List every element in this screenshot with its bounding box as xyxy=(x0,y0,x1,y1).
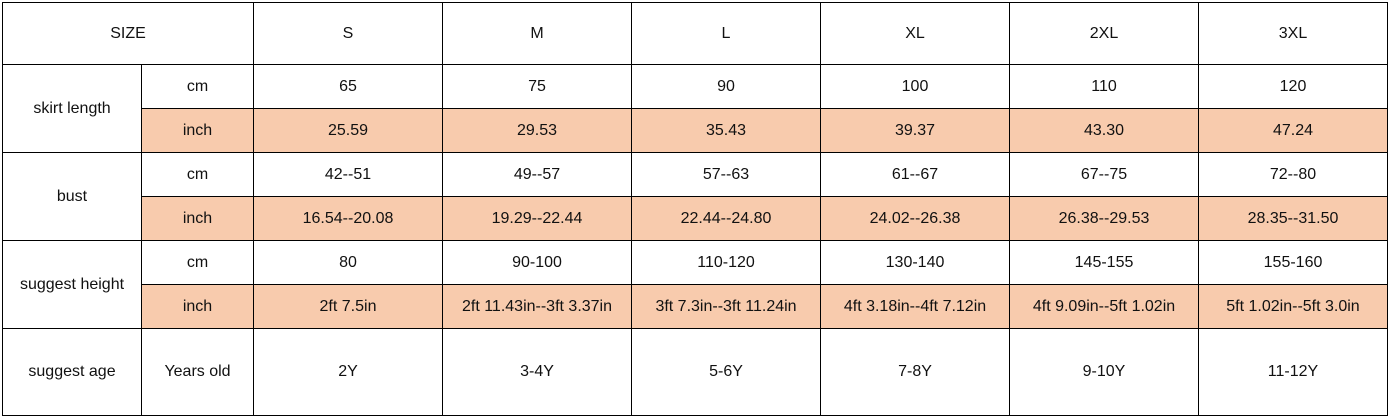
header-row: SIZE S M L XL 2XL 3XL xyxy=(2,2,1388,65)
size-header-cell: S xyxy=(253,2,443,65)
table-cell: 2Y xyxy=(253,328,443,416)
table-cell: 2ft 7.5in xyxy=(253,284,443,329)
table-cell: 11-12Y xyxy=(1198,328,1388,416)
size-header-cell: 2XL xyxy=(1009,2,1199,65)
table-cell: 3ft 7.3in--3ft 11.24in xyxy=(631,284,821,329)
table-cell: 130-140 xyxy=(820,240,1010,285)
table-cell: 155-160 xyxy=(1198,240,1388,285)
table-cell: 43.30 xyxy=(1009,108,1199,153)
table-cell: 110 xyxy=(1009,64,1199,109)
skirt-length-inch-row: inch 25.59 29.53 35.43 39.37 43.30 47.24 xyxy=(3,108,1388,153)
size-header-label: SIZE xyxy=(2,2,254,65)
table-cell: 2ft 11.43in--3ft 3.37in xyxy=(442,284,632,329)
table-cell: 29.53 xyxy=(442,108,632,153)
size-header-cell: M xyxy=(442,2,632,65)
suggest-height-row-label: suggest height xyxy=(2,240,142,329)
table-cell: 39.37 xyxy=(820,108,1010,153)
table-cell: 110-120 xyxy=(631,240,821,285)
table-cell: 65 xyxy=(253,64,443,109)
table-cell: 7-8Y xyxy=(820,328,1010,416)
table-cell: 28.35--31.50 xyxy=(1198,196,1388,241)
table-cell: 57--63 xyxy=(631,152,821,197)
size-header-cell: L xyxy=(631,2,821,65)
table-cell: 26.38--29.53 xyxy=(1009,196,1199,241)
suggest-age-row: suggest age Years old 2Y 3-4Y 5-6Y 7-8Y 9-10Y 1… xyxy=(2,328,1388,416)
table-cell: 90 xyxy=(631,64,821,109)
table-cell: 90-100 xyxy=(442,240,632,285)
unit-label-cm: cm xyxy=(141,64,254,109)
table-cell: 22.44--24.80 xyxy=(631,196,821,241)
bust-row-label: bust xyxy=(2,152,142,241)
unit-label-inch: inch xyxy=(141,284,254,329)
table-cell: 47.24 xyxy=(1198,108,1388,153)
skirt-length-row-label: skirt length xyxy=(2,64,142,153)
table-cell: 75 xyxy=(442,64,632,109)
suggest-height-inch-row: inch 2ft 7.5in 2ft 11.43in--3ft 3.37in 3ft … xyxy=(3,284,1388,329)
table-cell: 145-155 xyxy=(1009,240,1199,285)
table-cell: 5-6Y xyxy=(631,328,821,416)
table-cell: 67--75 xyxy=(1009,152,1199,197)
skirt-length-cm-row: skirt length cm 65 75 90 100 110 120 xyxy=(2,64,1388,153)
bust-inch-row: inch 16.54--20.08 19.29--22.44 22.44--24.80… xyxy=(3,196,1388,241)
table-cell: 61--67 xyxy=(820,152,1010,197)
bust-cm-row: bust cm 42--51 49--57 57--63 61--67 67--75 72--… xyxy=(2,152,1388,241)
unit-label-inch: inch xyxy=(141,108,254,153)
table-cell: 24.02--26.38 xyxy=(820,196,1010,241)
table-cell: 16.54--20.08 xyxy=(253,196,443,241)
table-cell: 4ft 9.09in--5ft 1.02in xyxy=(1009,284,1199,329)
unit-label-cm: cm xyxy=(141,152,254,197)
table-cell: 25.59 xyxy=(253,108,443,153)
unit-label-inch: inch xyxy=(141,196,254,241)
suggest-age-row-label: suggest age xyxy=(2,328,142,416)
size-header-cell: XL xyxy=(820,2,1010,65)
table-cell: 42--51 xyxy=(253,152,443,197)
table-cell: 120 xyxy=(1198,64,1388,109)
table-cell: 100 xyxy=(820,64,1010,109)
table-cell: 4ft 3.18in--4ft 7.12in xyxy=(820,284,1010,329)
size-header-cell: 3XL xyxy=(1198,2,1388,65)
unit-label-cm: cm xyxy=(141,240,254,285)
table-cell: 72--80 xyxy=(1198,152,1388,197)
unit-label-years: Years old xyxy=(141,328,254,416)
table-cell: 19.29--22.44 xyxy=(442,196,632,241)
table-cell: 35.43 xyxy=(631,108,821,153)
table-cell: 49--57 xyxy=(442,152,632,197)
table-cell: 80 xyxy=(253,240,443,285)
table-cell: 5ft 1.02in--5ft 3.0in xyxy=(1198,284,1388,329)
table-cell: 9-10Y xyxy=(1009,328,1199,416)
suggest-height-cm-row: suggest height cm 80 90-100 110-120 130-140 14… xyxy=(2,240,1388,329)
table-cell: 3-4Y xyxy=(442,328,632,416)
